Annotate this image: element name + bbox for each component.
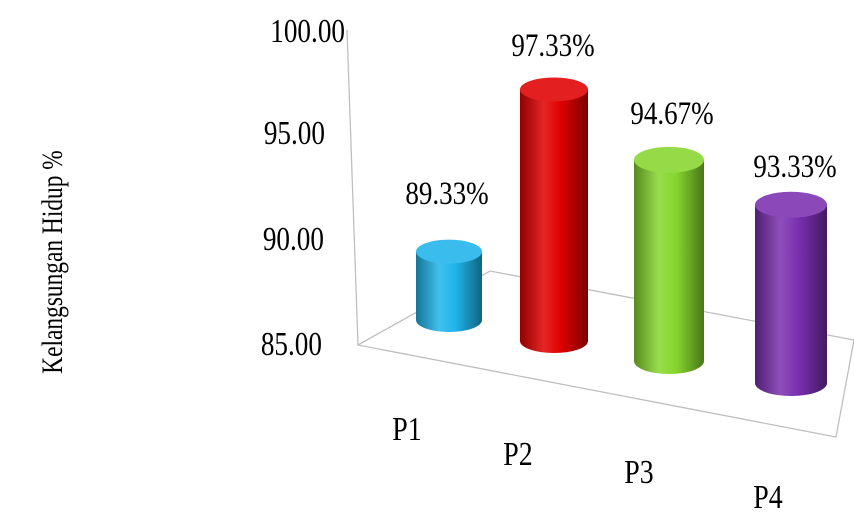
back-wall-edge	[346, 29, 359, 346]
bar-body	[416, 251, 482, 332]
data-label: 93.33%	[753, 147, 836, 184]
y-tick-label: 85.00	[261, 325, 322, 363]
bar-top	[416, 239, 482, 264]
y-tick-label: 100.00	[270, 12, 345, 50]
data-label: 97.33%	[511, 26, 594, 63]
category-label: P3	[624, 452, 653, 490]
category-label: P1	[392, 409, 421, 447]
bar-p4	[755, 191, 827, 396]
bar-top	[520, 77, 588, 102]
y-tick-label: 90.00	[263, 220, 324, 258]
data-label: 94.67%	[630, 94, 713, 131]
bar-p1	[416, 239, 482, 332]
y-axis-ticks: 100.00 95.00 90.00 85.00	[261, 12, 345, 363]
data-label: 89.33%	[405, 174, 488, 211]
y-axis-label: Kelangsungan Hidup %	[35, 150, 68, 373]
y-tick-label: 95.00	[264, 114, 325, 152]
bar-body	[520, 89, 588, 353]
category-label: P2	[503, 434, 532, 472]
bar-p3	[634, 146, 704, 374]
category-label: P4	[753, 477, 783, 515]
bar-top	[755, 191, 827, 218]
data-labels: 89.33% 97.33% 94.67% 93.33%	[405, 26, 836, 211]
category-labels: P1 P2 P3 P4	[392, 409, 783, 515]
bar-body	[755, 204, 827, 396]
bar-series	[416, 77, 827, 396]
bar-p2	[520, 77, 588, 353]
bar-top	[634, 146, 704, 173]
bar-body	[634, 159, 704, 374]
